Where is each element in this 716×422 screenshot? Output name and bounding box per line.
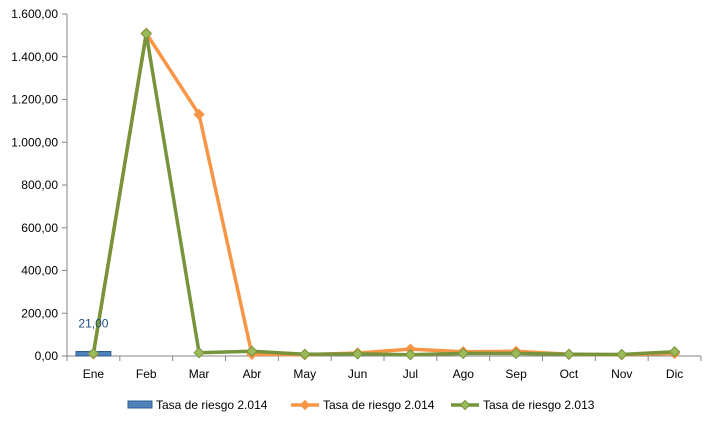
data-point — [299, 348, 311, 360]
data-point — [616, 348, 628, 361]
data-point — [87, 347, 100, 360]
data-point — [193, 347, 205, 359]
data-point — [193, 108, 205, 121]
legend-marker — [459, 399, 471, 411]
x-tick-label: May — [293, 367, 316, 381]
x-tick-label: Feb — [136, 367, 157, 381]
legend-label: Tasa de riesgo 2.013 — [483, 398, 595, 412]
y-tick-label: 1.600,00 — [11, 7, 58, 21]
x-tick-label: Dic — [666, 367, 683, 381]
y-tick-label: 1.200,00 — [11, 93, 58, 107]
line-series — [87, 27, 681, 361]
x-axis-tick-labels: Ene Feb Mar Abr May Jun Jul Ago Sep Oct Nov Dic — [83, 367, 684, 381]
y-tick-label: 400,00 — [21, 264, 58, 278]
y-axis-tick-labels: 0,00 200,00 400,00 600,00 800,00 1.000,00 1.20… — [11, 7, 58, 363]
x-tick-label: Nov — [611, 367, 632, 381]
chart-legend: Tasa de riesgo 2.014 Tasa de riesgo 2.014… — [127, 398, 595, 412]
legend-swatch — [127, 400, 153, 409]
series-line — [91, 31, 675, 357]
x-tick-label: Jun — [348, 367, 367, 381]
data-point — [563, 348, 575, 360]
y-tick-label: 0,00 — [35, 349, 59, 363]
legend-marker — [299, 399, 311, 411]
chart-axes — [62, 13, 702, 361]
x-tick-label: Ene — [83, 367, 105, 381]
data-point — [246, 345, 258, 358]
y-tick-label: 200,00 — [21, 306, 58, 320]
series-line — [91, 31, 675, 357]
data-labels: 21,00 — [78, 317, 108, 331]
data-point — [351, 348, 364, 360]
x-tick-label: Jul — [403, 367, 418, 381]
legend-label: Tasa de riesgo 2.014 — [156, 398, 268, 412]
x-tick-label: Sep — [505, 367, 527, 381]
y-tick-label: 800,00 — [21, 178, 58, 192]
y-tick-label: 1.400,00 — [11, 50, 58, 64]
y-tick-label: 1.000,00 — [11, 135, 58, 149]
data-label: 21,00 — [78, 317, 108, 331]
x-tick-label: Abr — [243, 367, 262, 381]
data-point — [668, 346, 681, 358]
x-tick-label: Mar — [189, 367, 210, 381]
data-point — [510, 347, 522, 360]
data-point — [404, 349, 417, 361]
data-point — [140, 27, 152, 40]
y-tick-label: 600,00 — [21, 221, 58, 235]
x-tick-label: Oct — [560, 367, 579, 381]
legend-label: Tasa de riesgo 2.014 — [323, 398, 435, 412]
data-point — [457, 347, 469, 360]
x-tick-label: Ago — [453, 367, 475, 381]
